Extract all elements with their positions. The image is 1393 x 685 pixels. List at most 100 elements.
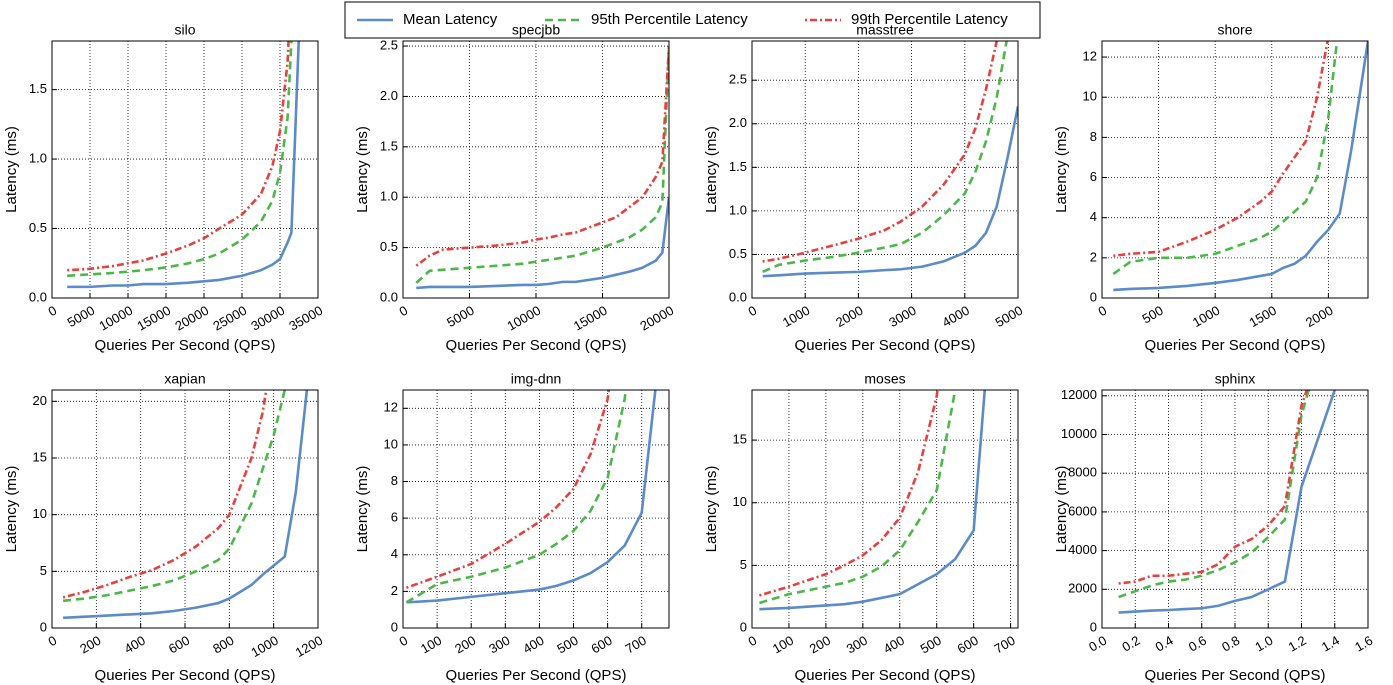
x-tick-label: 2000 [833,303,866,330]
x-tick-label: 0 [745,303,759,320]
x-axis-label: Queries Per Second (QPS) [446,337,627,354]
y-tick-label: 2.0 [729,115,747,130]
x-tick-label: 600 [955,633,981,657]
x-tick-label: 100 [418,633,444,657]
y-tick-label: 0.0 [29,289,47,304]
series-line [762,106,1018,278]
axes-frame [51,40,319,299]
series-line [759,390,939,597]
x-tick-label: 3000 [886,303,919,330]
x-tick-label: 5000 [444,303,477,330]
x-tick-label: 25000 [210,303,249,334]
series-line [1118,390,1311,599]
x-tick-label: 800 [210,633,236,657]
x-tick-label: 4000 [939,303,972,330]
x-tick-label: 1000 [780,303,813,330]
subplot: silo 0.0 0.5 1.0 1.5 0 5000 10000 15000 20000 2500… [3,22,325,354]
y-tick-label: 12000 [1061,387,1097,402]
y-tick-label: 0 [40,619,47,634]
subplot: specjbb 0.0 0.5 1.0 1.5 2.0 2.5 0 5000 10000 15000… [354,22,676,354]
x-axis-label: Queries Per Second (QPS) [95,667,276,684]
axes-frame [1101,40,1369,299]
series-line [1113,41,1368,292]
x-tick-label: 0.2 [1119,633,1142,655]
y-tick-label: 4 [1090,209,1097,224]
y-axis-label: Latency (ms) [3,126,20,213]
y-tick-label: 6 [1090,169,1097,184]
series-line [415,45,669,267]
series-line [416,197,669,290]
x-tick-label: 700 [992,633,1018,657]
x-tick-label: 20000 [172,303,211,334]
series-line [62,390,268,599]
legend-label: 99th Percentile Latency [851,11,1008,28]
x-tick-label: 500 [1140,303,1166,327]
x-tick-label: 30000 [248,303,287,334]
series-line [62,390,287,603]
subplot: shore 0 2 4 6 8 10 12 0 500 1000 1500 2000 Queries Pe… [1053,22,1369,354]
series-line [67,41,293,278]
series-line [762,41,1008,274]
series-line [1118,390,1309,585]
chart-title: img-dnn [511,371,562,387]
y-tick-label: 1.5 [729,159,747,174]
chart-title: moses [864,371,905,387]
y-tick-label: 0.0 [729,289,747,304]
x-tick-label: 0 [1095,303,1109,320]
series-line [63,390,309,620]
y-tick-label: 8000 [1068,465,1097,480]
y-tick-label: 8 [1090,129,1097,144]
x-tick-label: 200 [452,633,478,657]
axes-frame [751,40,1019,299]
y-tick-label: 15 [733,432,747,447]
y-tick-label: 0.5 [380,239,398,254]
y-tick-label: 1.0 [29,151,47,166]
x-tick-label: 0.8 [1219,633,1242,655]
y-axis-label: Latency (ms) [703,126,720,213]
x-tick-label: 100 [770,633,796,657]
x-tick-label: 0.6 [1186,633,1209,655]
x-tick-label: 600 [589,633,615,657]
y-tick-label: 2 [391,583,398,598]
y-axis-label: Latency (ms) [354,126,371,213]
x-tick-label: 1.6 [1352,633,1375,655]
x-axis-label: Queries Per Second (QPS) [795,667,976,684]
x-tick-label: 500 [554,633,580,657]
x-axis-label: Queries Per Second (QPS) [1145,337,1326,354]
x-tick-label: 0 [45,633,59,650]
subplot: sphinx 0 2000 4000 6000 8000 10000 12000 0.0 0.2 0… [1053,371,1375,684]
series-line [405,390,628,604]
y-tick-label: 4000 [1068,542,1097,557]
x-tick-label: 20000 [637,303,676,334]
x-tick-label: 1500 [1246,303,1279,330]
legend-label: 95th Percentile Latency [591,11,748,28]
x-tick-label: 10000 [504,303,543,334]
x-tick-label: 300 [844,633,870,657]
y-tick-label: 2.5 [729,72,747,87]
axes-frame [402,40,670,299]
axes-frame [51,389,319,629]
series-line [405,390,611,589]
x-axis-label: Queries Per Second (QPS) [795,337,976,354]
x-tick-label: 0 [396,633,410,650]
x-tick-label: 10000 [96,303,135,334]
y-tick-label: 10 [33,506,47,521]
x-axis-label: Queries Per Second (QPS) [95,337,276,354]
y-tick-label: 5 [40,563,47,578]
y-tick-label: 12 [1083,49,1097,64]
y-tick-label: 0 [1090,289,1097,304]
series-line [1113,41,1329,258]
y-tick-label: 10 [1083,89,1097,104]
y-tick-label: 1.5 [29,81,47,96]
y-axis-label: Latency (ms) [703,466,720,553]
y-tick-label: 5 [740,557,747,572]
chart-title: masstree [856,22,914,38]
y-axis-label: Latency (ms) [1053,466,1070,553]
series-line [759,390,957,605]
x-tick-label: 600 [166,633,192,657]
legend: Mean Latency 95th Percentile Latency 99th … [357,11,1008,28]
y-tick-label: 0 [1090,619,1097,634]
x-tick-label: 1000 [1190,303,1223,330]
